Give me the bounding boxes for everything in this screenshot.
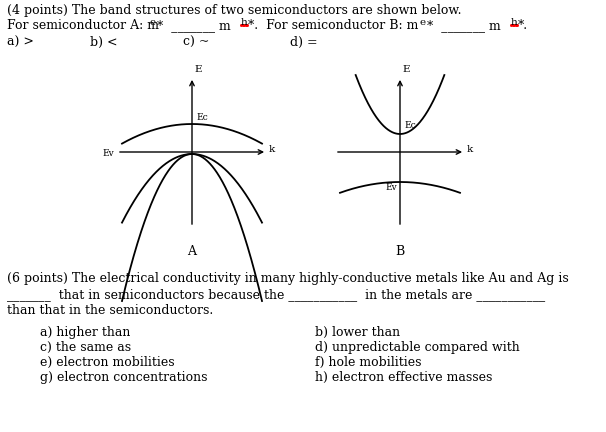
Text: A: A [187,245,196,258]
Text: Ev: Ev [102,149,114,159]
Text: h) electron effective masses: h) electron effective masses [315,371,492,384]
Text: e: e [420,18,426,27]
Text: b) <: b) < [90,36,118,49]
Text: d) unpredictable compared with: d) unpredictable compared with [315,341,520,354]
Text: than that in the semiconductors.: than that in the semiconductors. [7,304,213,317]
Text: E: E [402,65,410,74]
Text: k: k [467,146,473,155]
Text: g) electron concentrations: g) electron concentrations [40,371,207,384]
Text: f) hole mobilities: f) hole mobilities [315,356,422,369]
Text: b) lower than: b) lower than [315,326,400,339]
Text: For semiconductor A: m: For semiconductor A: m [7,19,159,32]
Text: E: E [194,65,202,74]
Text: c) ~: c) ~ [183,36,210,49]
Text: d) =: d) = [290,36,318,49]
Text: Ec: Ec [196,113,208,122]
Text: (6 points) The electrical conductivity in many highly-conductive metals like Au : (6 points) The electrical conductivity i… [7,272,569,285]
Text: k: k [269,146,275,155]
Text: h: h [241,18,248,27]
Text: a) >: a) > [7,36,34,49]
Text: h: h [511,18,518,27]
Text: a) higher than: a) higher than [40,326,130,339]
Text: *  _______ m: * _______ m [427,19,501,32]
Text: _______  that in semiconductors because the ___________  in the metals are _____: _______ that in semiconductors because t… [7,288,545,301]
Text: Ev: Ev [385,183,397,192]
Text: *  _______ m: * _______ m [157,19,231,32]
Text: e: e [150,18,156,27]
Text: *.  For semiconductor B: m: *. For semiconductor B: m [248,19,418,32]
Text: (4 points) The band structures of two semiconductors are shown below.: (4 points) The band structures of two se… [7,4,462,17]
Text: Ec: Ec [404,121,416,130]
Text: B: B [395,245,405,258]
Text: c) the same as: c) the same as [40,341,131,354]
Text: *.: *. [518,19,528,32]
Text: e) electron mobilities: e) electron mobilities [40,356,175,369]
